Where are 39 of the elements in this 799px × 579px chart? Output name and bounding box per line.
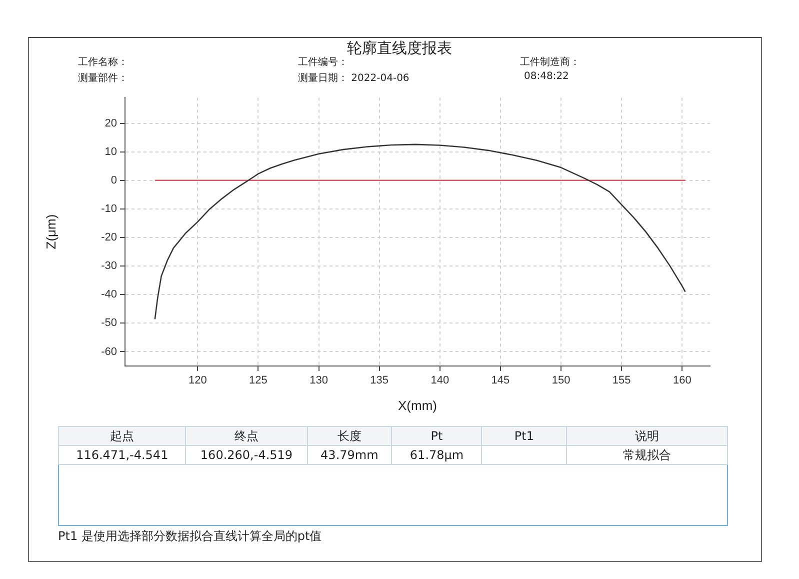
y-tick-label: -60: [101, 346, 117, 358]
text: 终点: [186, 426, 308, 446]
x-tick-label: 155: [612, 374, 631, 387]
x-tick-label: 120: [188, 374, 207, 387]
text: 08:48:22: [524, 71, 569, 82]
x-tick-label: 125: [249, 374, 268, 387]
x-tick-label: 140: [430, 374, 450, 387]
y-tick-label: -20: [101, 232, 117, 244]
text: 测量部件：: [78, 72, 128, 85]
text: 工作名称：: [78, 56, 128, 69]
text: 工件编号：: [298, 56, 348, 69]
y-tick-label: 0: [110, 174, 117, 186]
x-tick-label: 150: [552, 374, 570, 387]
y-tick-label: -10: [101, 202, 117, 215]
text: Pt: [392, 426, 482, 446]
text: 工件制造商：: [520, 56, 580, 69]
text: Pt1: [482, 426, 567, 446]
text: 说明: [566, 426, 728, 446]
text: 160.260,-4.519: [186, 446, 308, 464]
y-axis-title: Z(μm): [43, 214, 58, 250]
x-axis-title: X(mm): [398, 398, 437, 413]
x-tick-label: 145: [491, 374, 510, 387]
text: 起点: [58, 426, 186, 446]
y-tick-label: -50: [101, 317, 117, 330]
text: 长度: [307, 426, 392, 446]
chart-title: 轮廓直线度报表: [346, 39, 453, 58]
text: 116.471,-4.541: [58, 446, 186, 464]
y-tick-label: 20: [104, 117, 117, 130]
x-tick-label: 130: [310, 374, 328, 387]
text: 61.78μm: [392, 446, 482, 464]
x-tick-label: 135: [370, 374, 389, 387]
text: 43.79mm: [307, 446, 392, 464]
y-tick-label: -40: [101, 288, 117, 301]
text: 测量日期： 2022-04-06: [298, 72, 410, 85]
text: Pt1 是使用选择部分数据拟合直线计算全局的pt值: [58, 528, 322, 545]
text: 常规拟合: [566, 446, 728, 464]
y-tick-label: 10: [104, 146, 117, 158]
x-tick-label: 160: [672, 374, 692, 387]
y-tick-label: -30: [101, 260, 117, 272]
